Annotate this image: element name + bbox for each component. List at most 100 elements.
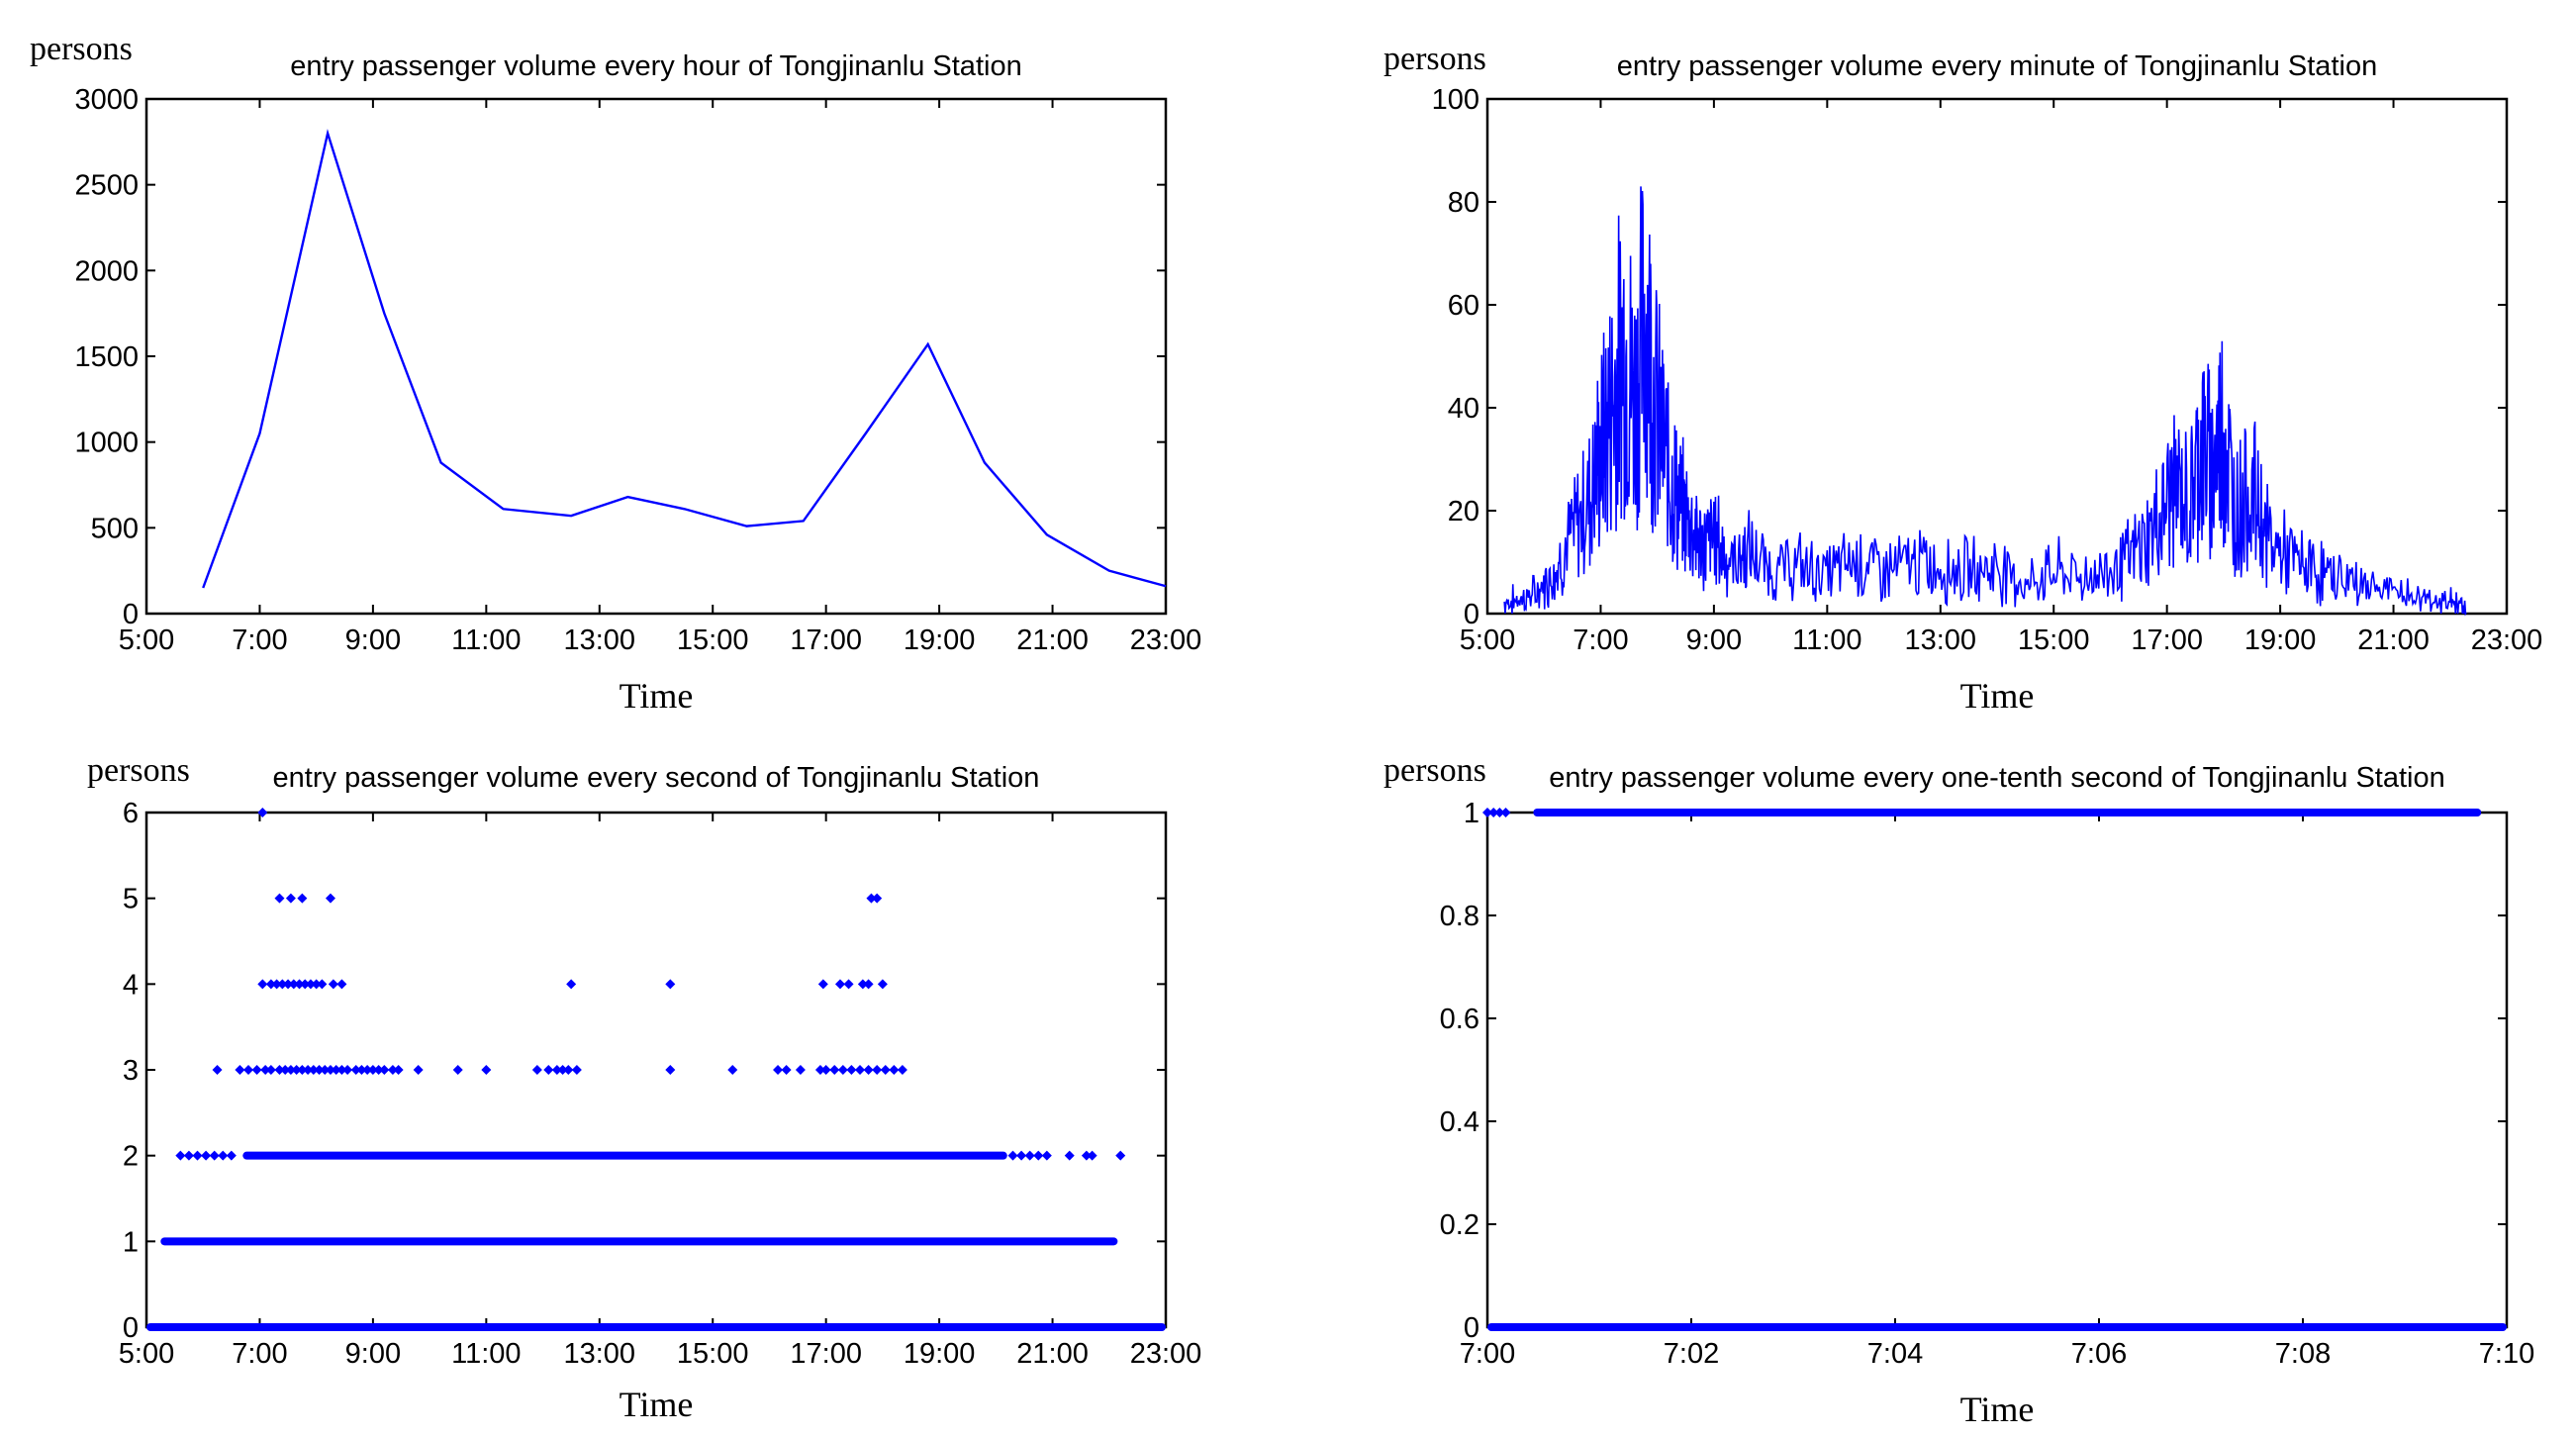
series-line-minute [1503, 186, 2467, 617]
x-tick-label: 11:00 [451, 624, 521, 656]
marker-point [413, 1065, 424, 1075]
y-tick-label: 2 [123, 1141, 139, 1173]
x-tick-label: 21:00 [1016, 624, 1089, 656]
marker-point [192, 1150, 203, 1161]
marker-point [317, 979, 328, 990]
chart-title: entry passenger volume every hour of Ton… [290, 50, 1021, 82]
marker-point [1494, 808, 1505, 817]
marker-point [1115, 1150, 1126, 1161]
marker-point [855, 1065, 865, 1075]
series-line-hour [202, 129, 1167, 589]
y-tick-label: 1 [123, 1226, 139, 1258]
x-tick-label: 7:06 [2071, 1338, 2127, 1370]
x-tick-label: 11:00 [451, 1338, 521, 1370]
marker-point [863, 979, 874, 990]
x-tick-label: 13:00 [1904, 624, 1976, 656]
marker-point [880, 1065, 891, 1075]
x-tick-label: 23:00 [1130, 1338, 1202, 1370]
y-tick-label: 0.8 [1440, 901, 1479, 932]
marker-point [531, 1065, 542, 1075]
marker-point [325, 893, 335, 904]
marker-point [452, 1065, 463, 1075]
marker-point [251, 1065, 262, 1075]
marker-point [285, 1065, 296, 1075]
marker-point [308, 1065, 319, 1075]
marker-point [288, 979, 299, 990]
chart-title: entry passenger volume every second of T… [273, 762, 1040, 794]
marker-point [1024, 1150, 1035, 1161]
marker-point [218, 1150, 229, 1161]
y-tick-label: 3000 [74, 84, 139, 116]
marker-point [1064, 1150, 1075, 1161]
marker-point [872, 1065, 883, 1075]
x-tick-label: 13:00 [563, 624, 635, 656]
marker-point [291, 1065, 302, 1075]
y-tick-label: 3 [123, 1055, 139, 1087]
y-tick-label: 0 [1464, 599, 1479, 630]
marker-point [877, 979, 888, 990]
y-tick-label: 80 [1448, 187, 1479, 219]
marker-point [843, 979, 854, 990]
y-tick-label: 100 [1432, 84, 1479, 116]
x-tick-label: 5:00 [1460, 624, 1515, 656]
marker-point [331, 1065, 341, 1075]
marker-point [543, 1065, 554, 1075]
y-tick-label: 1000 [74, 428, 139, 459]
y-tick-label: 40 [1448, 393, 1479, 425]
x-tick-label: 7:00 [1573, 624, 1628, 656]
marker-point [863, 1065, 874, 1075]
marker-point [257, 979, 268, 990]
marker-point [265, 979, 276, 990]
y-tick-label: 6 [123, 798, 139, 829]
marker-point [1041, 1150, 1052, 1161]
chart-hourly: entry passenger volume every hour of Ton… [0, 0, 1287, 720]
x-tick-label: 21:00 [2357, 624, 2430, 656]
y-axis-label: persons [30, 31, 133, 67]
chart-second: entry passenger volume every second of T… [0, 720, 1287, 1439]
series-group [202, 129, 1167, 589]
marker-point [795, 1065, 806, 1075]
marker-point [297, 1065, 308, 1075]
marker-point [563, 1065, 574, 1075]
x-tick-label: 23:00 [2471, 624, 2543, 656]
marker-point [271, 979, 282, 990]
marker-point [393, 1065, 404, 1075]
marker-point [1033, 1150, 1044, 1161]
marker-point [325, 1065, 335, 1075]
x-tick-label: 15:00 [677, 624, 749, 656]
marker-point [820, 1065, 831, 1075]
marker-point [311, 979, 322, 990]
x-tick-label: 17:00 [2131, 624, 2203, 656]
marker-point [834, 979, 845, 990]
chart-title: entry passenger volume every one-tenth s… [1549, 762, 2445, 794]
marker-band-y0 [146, 1323, 1166, 1331]
chart-second-svg: entry passenger volume every second of T… [87, 752, 1202, 1424]
x-tick-label: 15:00 [677, 1338, 749, 1370]
marker-point [257, 808, 268, 817]
y-tick-label: 0.6 [1440, 1004, 1479, 1035]
marker-point [260, 1065, 271, 1075]
x-tick-label: 9:00 [1686, 624, 1742, 656]
x-axis-label: Time [620, 1385, 694, 1424]
chart-minute: entry passenger volume every minute of T… [1287, 0, 2576, 720]
series-group [1482, 808, 2507, 1331]
x-tick-label: 11:00 [1792, 624, 1861, 656]
marker-point [665, 1065, 676, 1075]
y-tick-label: 0.4 [1440, 1106, 1479, 1138]
marker-point [571, 1065, 582, 1075]
x-tick-label: 13:00 [563, 1338, 635, 1370]
marker-point [175, 1150, 186, 1161]
y-tick-label: 60 [1448, 290, 1479, 322]
marker-point [889, 1065, 900, 1075]
marker-point [866, 893, 877, 904]
marker-point [373, 1065, 384, 1075]
y-tick-label: 0.2 [1440, 1209, 1479, 1241]
x-tick-label: 19:00 [904, 624, 976, 656]
marker-point [1488, 808, 1499, 817]
marker-point [265, 1065, 276, 1075]
marker-point [209, 1150, 220, 1161]
x-tick-label: 9:00 [345, 624, 401, 656]
x-tick-label: 17:00 [790, 1338, 862, 1370]
y-tick-label: 0 [123, 1312, 139, 1344]
marker-point [285, 893, 296, 904]
